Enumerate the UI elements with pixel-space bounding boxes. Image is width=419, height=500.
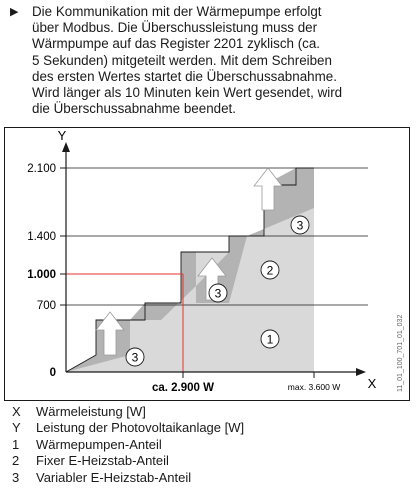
region-label-circle: [290, 215, 310, 235]
legend-key: X: [12, 404, 21, 419]
legend-key: 3: [12, 469, 20, 485]
legend-row: 3 Variabler E-Heizstab-Anteil: [12, 470, 244, 486]
y-tick-label: 2.100: [27, 163, 56, 175]
intro-text: Die Kommunikation mit der Wärmepumpe erf…: [32, 4, 412, 117]
region-label-circle: [260, 260, 280, 280]
legend: X Wärmeleistung [W] Y Leistung der Photovo…: [12, 404, 244, 486]
y-tick-label: 1.000: [27, 269, 56, 281]
legend-text: Variabler E-Heizstab-Anteil: [36, 469, 192, 485]
intro-line: 5 Sekunden) mitgeteilt werden. Mit dem S…: [32, 52, 332, 68]
legend-row: X Wärmeleistung [W]: [12, 404, 244, 420]
y-axis-arrow-icon: [62, 142, 70, 152]
region-label-circle: [260, 329, 280, 349]
x-axis-label: X: [368, 376, 377, 391]
triangle-right-icon: ▶: [10, 6, 19, 18]
y-axis-label: Y: [58, 128, 67, 143]
legend-row: Y Leistung der Photovoltaikanlage [W]: [12, 420, 244, 436]
legend-row: 1 Wärmepumpen-Anteil: [12, 437, 244, 453]
legend-key: 2: [12, 453, 20, 469]
region-label-3: 3: [132, 351, 139, 365]
intro-line: Die Kommunikation mit der Wärmepumpe erf…: [32, 4, 322, 19]
x-max-label: max. 3.600 W: [288, 382, 340, 392]
intro-line: die Überschussabnahme beendet.: [32, 101, 236, 117]
intro-line: des ersten Wertes startet die Überschuss…: [32, 68, 337, 84]
region-label-3: 3: [297, 219, 304, 233]
variable-band-high: [196, 168, 314, 303]
region-label-3: 3: [215, 287, 222, 301]
intro-line: über Modbus. Die Überschussleistung muss…: [32, 20, 318, 36]
region-label-circle: [208, 283, 228, 303]
region-label-2: 2: [267, 264, 274, 278]
legend-key: Y: [12, 420, 21, 436]
diagram-frame: [4, 127, 410, 401]
legend-text: Wärmepumpen-Anteil: [36, 436, 162, 452]
x-axis-arrow-icon: [356, 368, 366, 376]
legend-key: 1: [12, 436, 20, 452]
intro-line: Wärmpumpe auf das Register 2201 zyklisch…: [32, 36, 321, 52]
legend-text: Fixer E-Heizstab-Anteil: [36, 453, 169, 469]
y-tick-label: 0: [50, 367, 56, 379]
x-marker-label: ca. 2.900 W: [152, 382, 214, 394]
figure-code: 11_01_100_701_01_032: [397, 315, 404, 392]
up-arrow-icon: [95, 311, 125, 356]
up-arrow-icon: [253, 167, 283, 211]
y-tick-label: 1.400: [27, 231, 56, 243]
intro-line: Wird länger als 10 Minuten kein Wert ges…: [32, 85, 343, 101]
region-label-circle: [125, 347, 145, 367]
y-tick-label: 700: [37, 300, 56, 312]
legend-row: 2 Fixer E-Heizstab-Anteil: [12, 453, 244, 469]
up-arrows: [95, 167, 283, 356]
region-label-1: 1: [267, 333, 274, 347]
legend-text: Leistung der Photovoltaikanlage [W]: [36, 420, 245, 436]
legend-text: Wärmeleistung [W]: [36, 404, 146, 419]
